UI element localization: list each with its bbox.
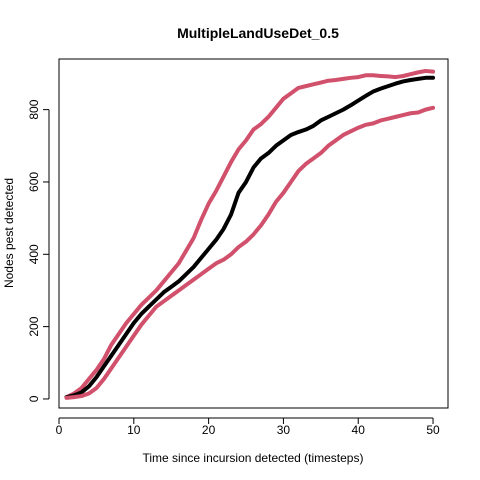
chart-title: MultipleLandUseDet_0.5 bbox=[177, 25, 339, 41]
x-tick-label: 10 bbox=[127, 423, 141, 437]
series-line-lower bbox=[64, 105, 436, 400]
y-tick-label: 400 bbox=[27, 244, 41, 264]
series-line-mean bbox=[64, 75, 436, 400]
x-tick-label: 0 bbox=[56, 423, 63, 437]
x-tick-label: 30 bbox=[277, 423, 291, 437]
plot-area bbox=[58, 58, 449, 409]
x-axis: 0 10 20 30 40 50 bbox=[56, 417, 440, 437]
y-tick-label: 800 bbox=[27, 99, 41, 119]
x-tick-label: 50 bbox=[426, 423, 440, 437]
x-tick-label: 20 bbox=[202, 423, 216, 437]
series-layer bbox=[64, 68, 436, 400]
y-tick-label: 0 bbox=[27, 395, 41, 402]
y-tick-label: 600 bbox=[27, 172, 41, 192]
x-axis-label: Time since incursion detected (timesteps… bbox=[143, 451, 364, 465]
series-line-upper bbox=[64, 68, 436, 400]
y-tick-label: 200 bbox=[27, 316, 41, 336]
y-axis: 0 200 400 600 800 bbox=[27, 99, 50, 402]
x-tick-label: 40 bbox=[352, 423, 366, 437]
y-axis-label: Nodes pest detected bbox=[2, 178, 16, 288]
